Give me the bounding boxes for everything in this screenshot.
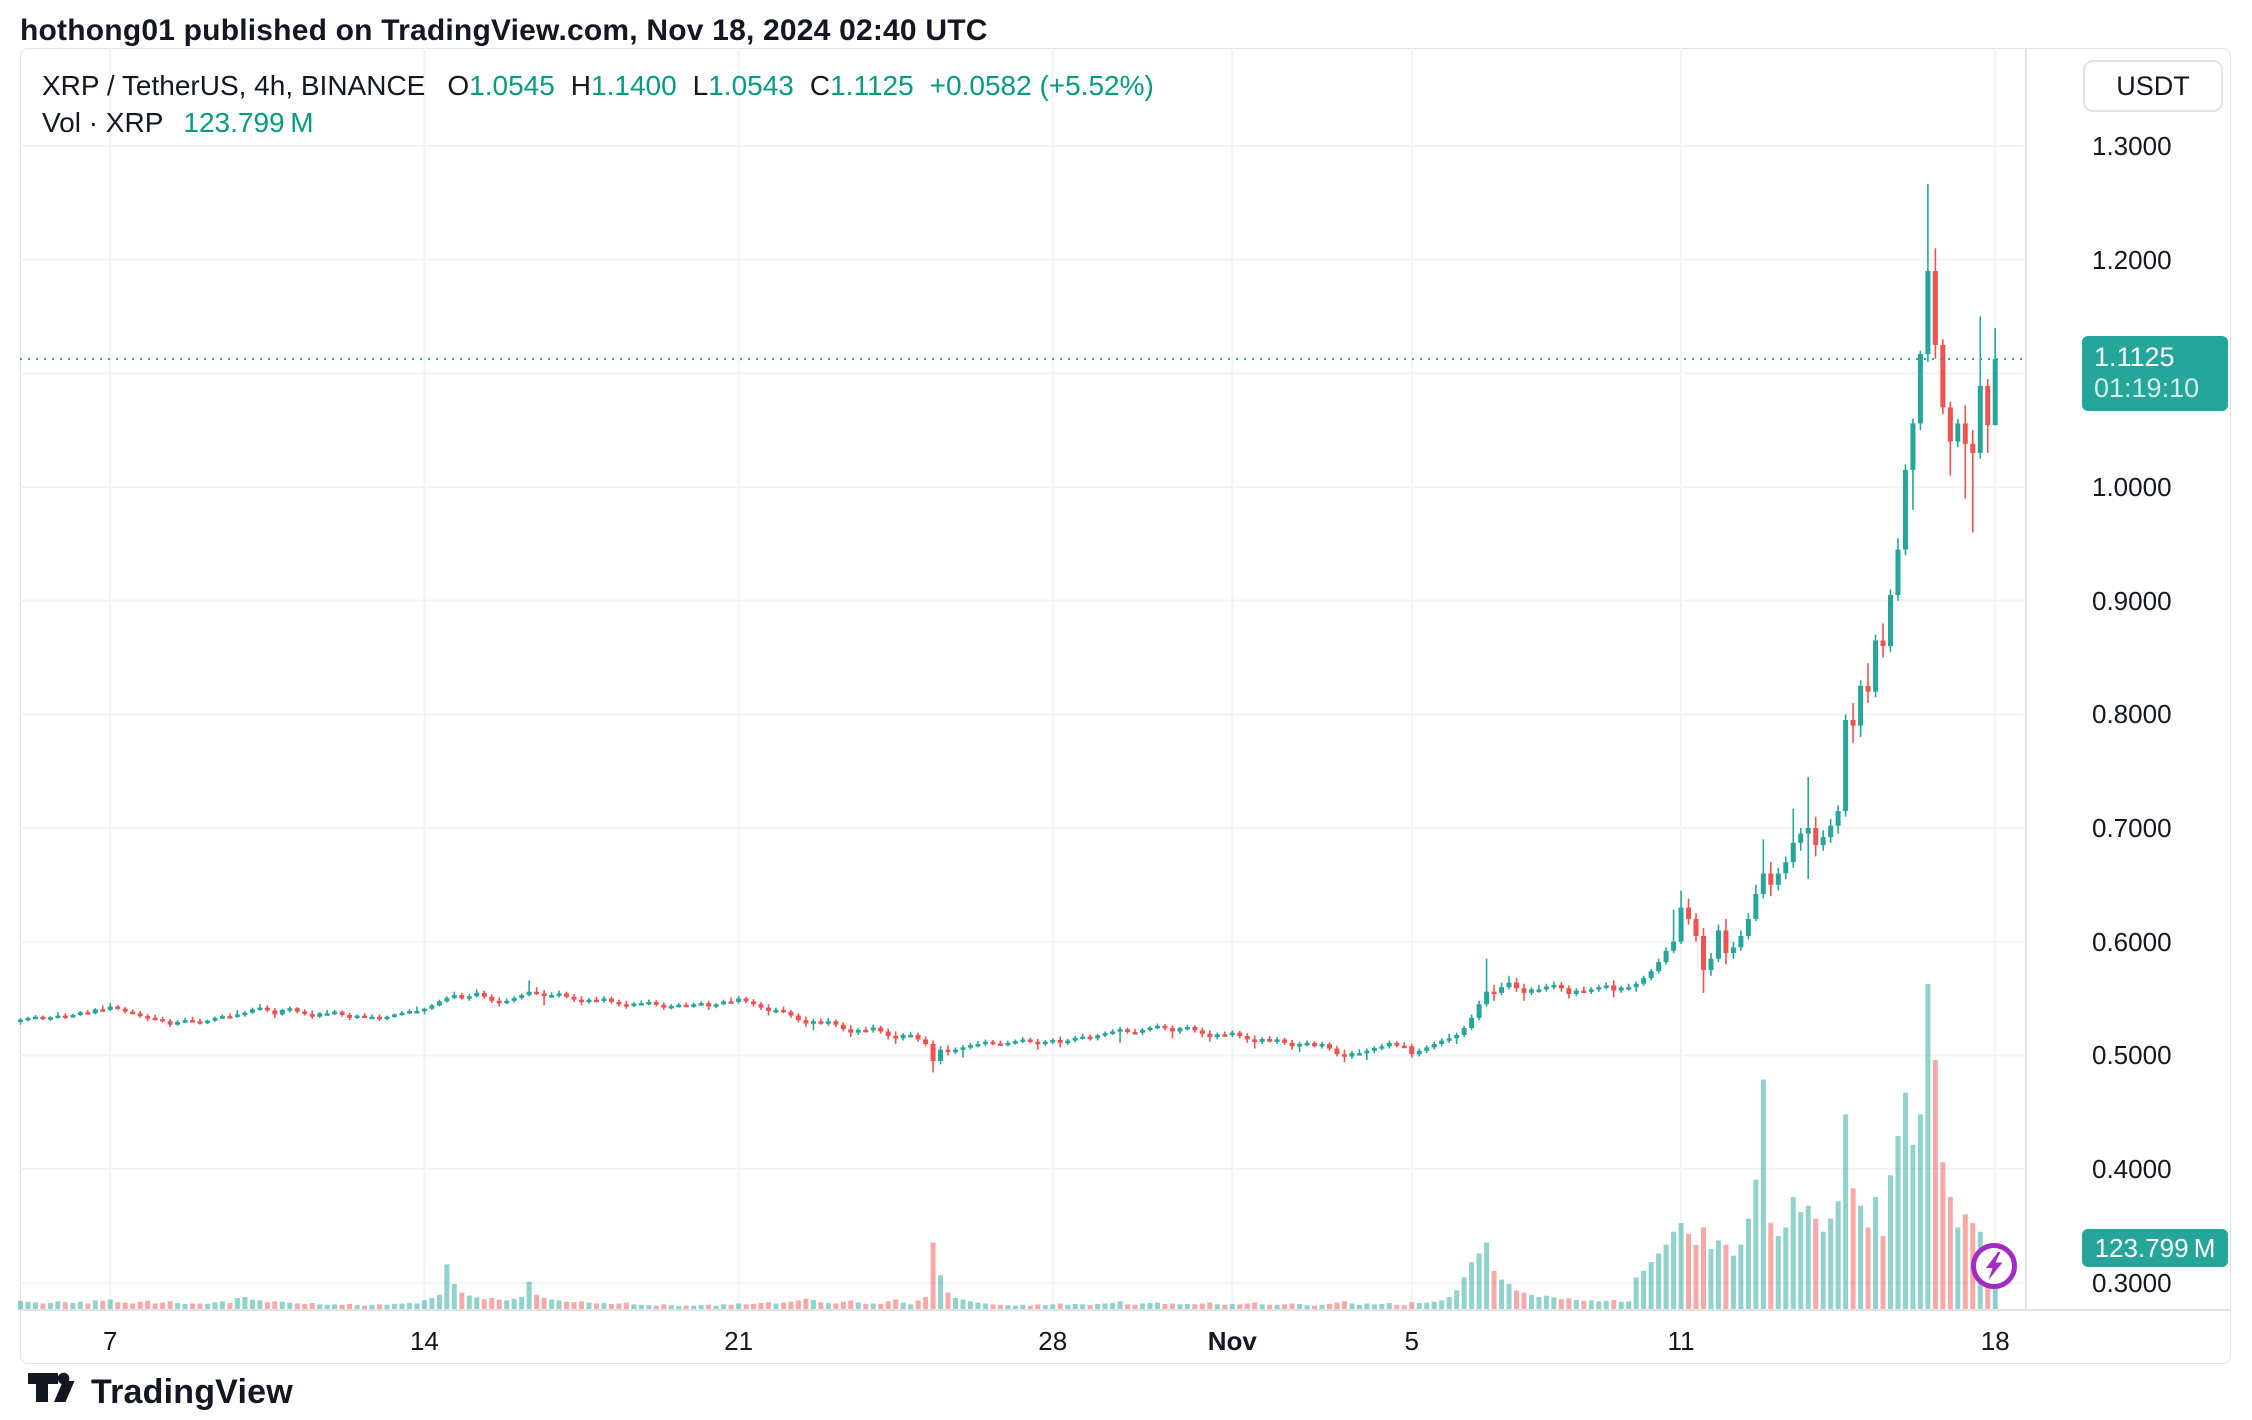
- time-tick-label: 11: [1667, 1326, 1695, 1356]
- price-tick-label: 0.7000: [2092, 813, 2172, 844]
- time-tick-label: 21: [724, 1326, 754, 1356]
- tradingview-wordmark[interactable]: TradingView: [91, 1373, 293, 1411]
- bar-countdown: 01:19:10: [2094, 373, 2200, 404]
- price-tick-label: 1.3000: [2092, 131, 2172, 161]
- close-value: 1.1125: [830, 70, 914, 101]
- change-value: +0.0582 (+5.52%): [929, 70, 1154, 101]
- time-tick-label: 14: [409, 1326, 439, 1356]
- price-tick-label: 0.4000: [2092, 1154, 2172, 1185]
- volume-badge: 123.799 M: [2082, 1229, 2228, 1267]
- grid-lines: [20, 48, 2026, 1310]
- time-tick-label: 18: [1980, 1326, 2010, 1356]
- open-label: O: [447, 70, 470, 101]
- volume-legend[interactable]: Vol · XRP 123.799 M: [42, 107, 314, 139]
- low-label: L: [692, 70, 709, 101]
- price-tick-label: 1.2000: [2092, 244, 2172, 275]
- open-value: 1.0545: [469, 70, 555, 101]
- symbol-legend[interactable]: XRP / TetherUS, 4h, BINANCE O 1.0545 H 1.1…: [42, 70, 1154, 102]
- last-price-value: 1.1125: [2094, 342, 2175, 373]
- lightning-icon: [1986, 1252, 2003, 1280]
- candles: [18, 184, 1998, 1073]
- currency-toggle-button[interactable]: USDT: [2083, 60, 2223, 112]
- volume-label: Vol · XRP: [42, 107, 164, 138]
- attribution-text: hothong01 published on TradingView.com, …: [20, 14, 988, 47]
- time-tick-label: 7: [103, 1326, 118, 1356]
- tradingview-logo-icon[interactable]: [28, 1372, 75, 1413]
- price-tick-label: 0.6000: [2092, 926, 2172, 957]
- volume-value: 123.799 M: [183, 107, 314, 138]
- last-price-badge: 1.1125 01:19:10: [2082, 336, 2228, 412]
- symbol-title: XRP / TetherUS, 4h, BINANCE: [42, 70, 426, 101]
- price-tick-label: 0.5000: [2092, 1040, 2172, 1071]
- volume-bars: [18, 983, 1998, 1310]
- price-tick-label: 0.9000: [2092, 585, 2172, 616]
- boost-button[interactable]: [1971, 1243, 2017, 1289]
- axis-lines: [20, 48, 2231, 1311]
- price-tick-label: 0.8000: [2092, 699, 2172, 730]
- price-tick-label: 0.3000: [2092, 1267, 2172, 1298]
- time-tick-label: Nov: [1207, 1326, 1257, 1356]
- footer: TradingView: [28, 1372, 293, 1413]
- price-tick-label: 1.0000: [2092, 472, 2172, 502]
- time-tick-label: 28: [1038, 1326, 1068, 1356]
- high-value: 1.1400: [591, 70, 677, 101]
- chart-card: [20, 48, 2231, 1364]
- close-label: C: [809, 70, 831, 101]
- high-label: H: [570, 70, 592, 101]
- time-tick-label: 5: [1404, 1326, 1419, 1356]
- low-value: 1.0543: [708, 70, 794, 101]
